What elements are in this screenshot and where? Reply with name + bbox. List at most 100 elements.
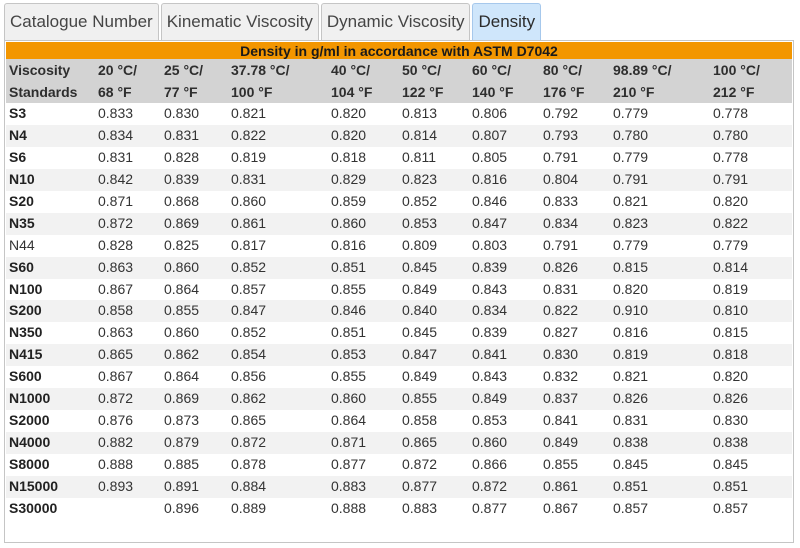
density-value: 0.883 xyxy=(331,477,367,494)
standard-name: N4 xyxy=(9,126,27,143)
density-value: 0.845 xyxy=(613,456,649,472)
density-value: 0.778 xyxy=(713,148,749,165)
header-line1: 100 °C/ xyxy=(713,62,760,78)
density-value: 0.855 xyxy=(331,368,367,385)
density-value: 0.823 xyxy=(613,214,649,231)
density-value: 0.818 xyxy=(331,148,367,165)
density-value: 0.845 xyxy=(402,258,438,275)
density-value: 0.843 xyxy=(472,280,508,297)
standard-name: S3 xyxy=(9,105,27,121)
density-value: 0.830 xyxy=(164,105,200,121)
tab-catalogue-number[interactable]: Catalogue Number xyxy=(4,3,159,40)
density-value: 0.833 xyxy=(543,192,579,209)
density-value: 0.852 xyxy=(402,192,438,209)
tab-bar: Catalogue Number Kinematic Viscosity Dyn… xyxy=(4,3,543,40)
header-column: 20 °C/68 °F xyxy=(98,59,137,103)
density-value: 0.859 xyxy=(331,192,367,209)
header-line2: Standards xyxy=(9,84,78,100)
density-value: 0.806 xyxy=(472,105,508,121)
density-value: 0.893 xyxy=(98,477,134,494)
density-value: 0.869 xyxy=(164,214,200,231)
header-column: 37.78 °C/100 °F xyxy=(231,59,290,103)
density-value: 0.847 xyxy=(402,346,438,363)
density-value: 0.861 xyxy=(231,214,267,231)
density-value: 0.883 xyxy=(402,499,438,516)
tab-dynamic-viscosity[interactable]: Dynamic Viscosity xyxy=(320,3,471,40)
standard-name: S6 xyxy=(9,148,27,165)
density-value: 0.862 xyxy=(164,346,200,363)
density-value: 0.872 xyxy=(98,390,134,407)
density-value: 0.804 xyxy=(543,170,579,187)
density-value: 0.837 xyxy=(543,390,579,407)
table-row: S600 0.867 0.864 0.856 0.855 0.849 0.843 0.832 0… xyxy=(6,366,792,388)
density-value: 0.849 xyxy=(402,368,438,385)
standard-name: S8000 xyxy=(9,456,50,472)
density-value: 0.856 xyxy=(231,368,267,385)
density-value: 0.841 xyxy=(472,346,508,363)
density-value: 0.846 xyxy=(331,302,367,319)
header-line1: 37.78 °C/ xyxy=(231,62,290,78)
density-value: 0.860 xyxy=(164,324,200,341)
table-row: S2000 0.876 0.873 0.865 0.864 0.858 0.853 0.841… xyxy=(6,410,792,432)
header-line2: 140 °F xyxy=(472,84,514,100)
table-row: N10 0.842 0.839 0.831 0.829 0.823 0.816 0.804 0.… xyxy=(6,168,792,191)
density-value: 0.857 xyxy=(613,499,649,516)
density-value: 0.896 xyxy=(164,499,200,516)
header-line1: 98.89 °C/ xyxy=(613,62,672,78)
density-value: 0.826 xyxy=(543,258,579,275)
header-line2: 77 °F xyxy=(164,84,198,100)
density-value: 0.822 xyxy=(231,126,267,143)
density-value: 0.839 xyxy=(472,258,508,275)
density-value: 0.884 xyxy=(231,477,267,494)
density-value: 0.841 xyxy=(543,412,579,429)
density-value: 0.779 xyxy=(613,148,649,165)
standard-name: N350 xyxy=(9,324,43,341)
density-value: 0.871 xyxy=(98,192,134,209)
density-value: 0.857 xyxy=(231,280,267,297)
table-row: S8000 0.888 0.885 0.878 0.877 0.872 0.866 0.855… xyxy=(6,454,792,476)
density-value: 0.780 xyxy=(613,126,649,143)
density-value: 0.867 xyxy=(543,499,579,516)
density-value: 0.853 xyxy=(402,214,438,231)
density-value: 0.863 xyxy=(98,258,134,275)
header-line2: 210 °F xyxy=(613,84,655,100)
density-value: 0.778 xyxy=(713,105,749,121)
density-value: 0.860 xyxy=(331,214,367,231)
table-row: S20 0.871 0.868 0.860 0.859 0.852 0.846 0.833 0.… xyxy=(6,191,792,213)
tab-density[interactable]: Density xyxy=(472,3,542,40)
density-value: 0.818 xyxy=(713,346,749,363)
header-column: 50 °C/122 °F xyxy=(402,59,443,103)
density-value: 0.840 xyxy=(402,302,438,319)
density-value: 0.852 xyxy=(231,258,267,275)
density-value: 0.855 xyxy=(543,456,579,472)
density-value: 0.860 xyxy=(472,434,508,451)
density-value: 0.823 xyxy=(402,170,438,187)
density-value: 0.885 xyxy=(164,456,200,472)
table-row: N4 0.834 0.831 0.822 0.820 0.814 0.807 0.793 0.7… xyxy=(6,124,792,147)
standard-name: N35 xyxy=(9,214,35,231)
standard-name: N415 xyxy=(9,346,43,363)
header-column: 100 °C/212 °F xyxy=(713,59,760,103)
density-value: 0.842 xyxy=(98,170,134,187)
tab-kinematic-viscosity[interactable]: Kinematic Viscosity xyxy=(160,3,319,40)
density-value: 0.867 xyxy=(98,280,134,297)
density-value: 0.821 xyxy=(231,105,267,121)
table-row: N4000 0.882 0.879 0.872 0.871 0.865 0.860 0.849… xyxy=(6,432,792,454)
density-value: 0.826 xyxy=(713,390,749,407)
density-value: 0.845 xyxy=(713,456,749,472)
density-value: 0.861 xyxy=(543,477,579,494)
density-value: 0.889 xyxy=(231,499,267,516)
density-value: 0.849 xyxy=(472,390,508,407)
header-line1: 40 °C/ xyxy=(331,62,371,78)
header-column: 98.89 °C/210 °F xyxy=(613,59,672,103)
density-value: 0.792 xyxy=(543,105,579,121)
table-row: S6 0.831 0.828 0.819 0.818 0.811 0.805 0.791 0.7… xyxy=(6,147,792,169)
standard-name: N100 xyxy=(9,280,43,297)
standard-name: S600 xyxy=(9,368,42,385)
table-banner: Density in g/ml in accordance with ASTM … xyxy=(6,42,792,59)
density-value: 0.779 xyxy=(613,105,649,121)
density-value: 0.827 xyxy=(543,324,579,341)
density-value: 0.809 xyxy=(402,236,438,253)
density-value: 0.868 xyxy=(164,192,200,209)
density-value: 0.820 xyxy=(331,105,367,121)
